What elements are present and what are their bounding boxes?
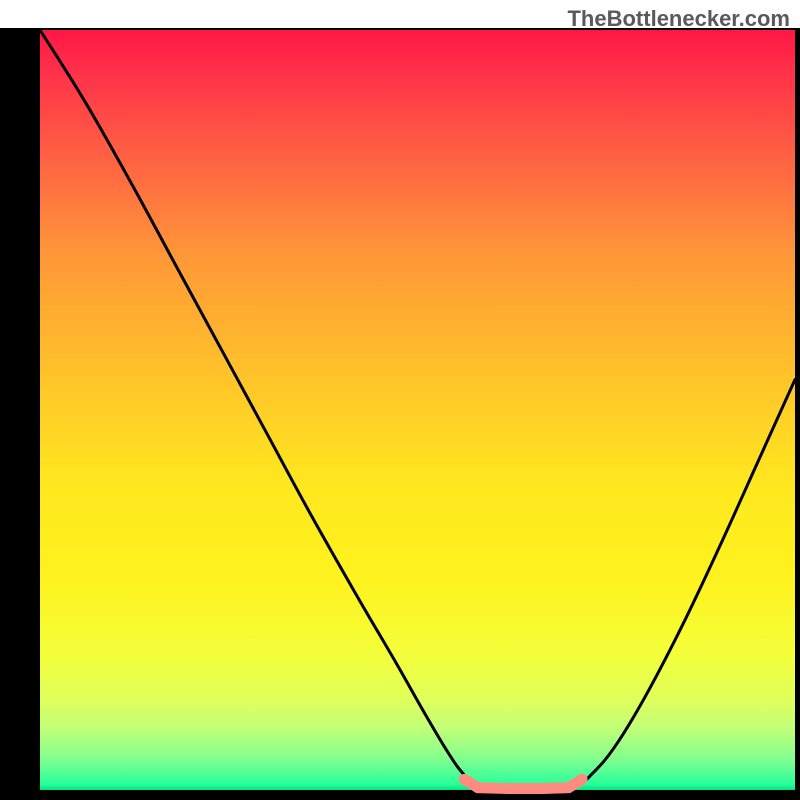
chart-container: TheBottlenecker.com	[0, 0, 800, 800]
plot-background	[40, 30, 795, 790]
bottleneck-chart	[0, 0, 800, 800]
watermark-text: TheBottlenecker.com	[567, 6, 790, 32]
